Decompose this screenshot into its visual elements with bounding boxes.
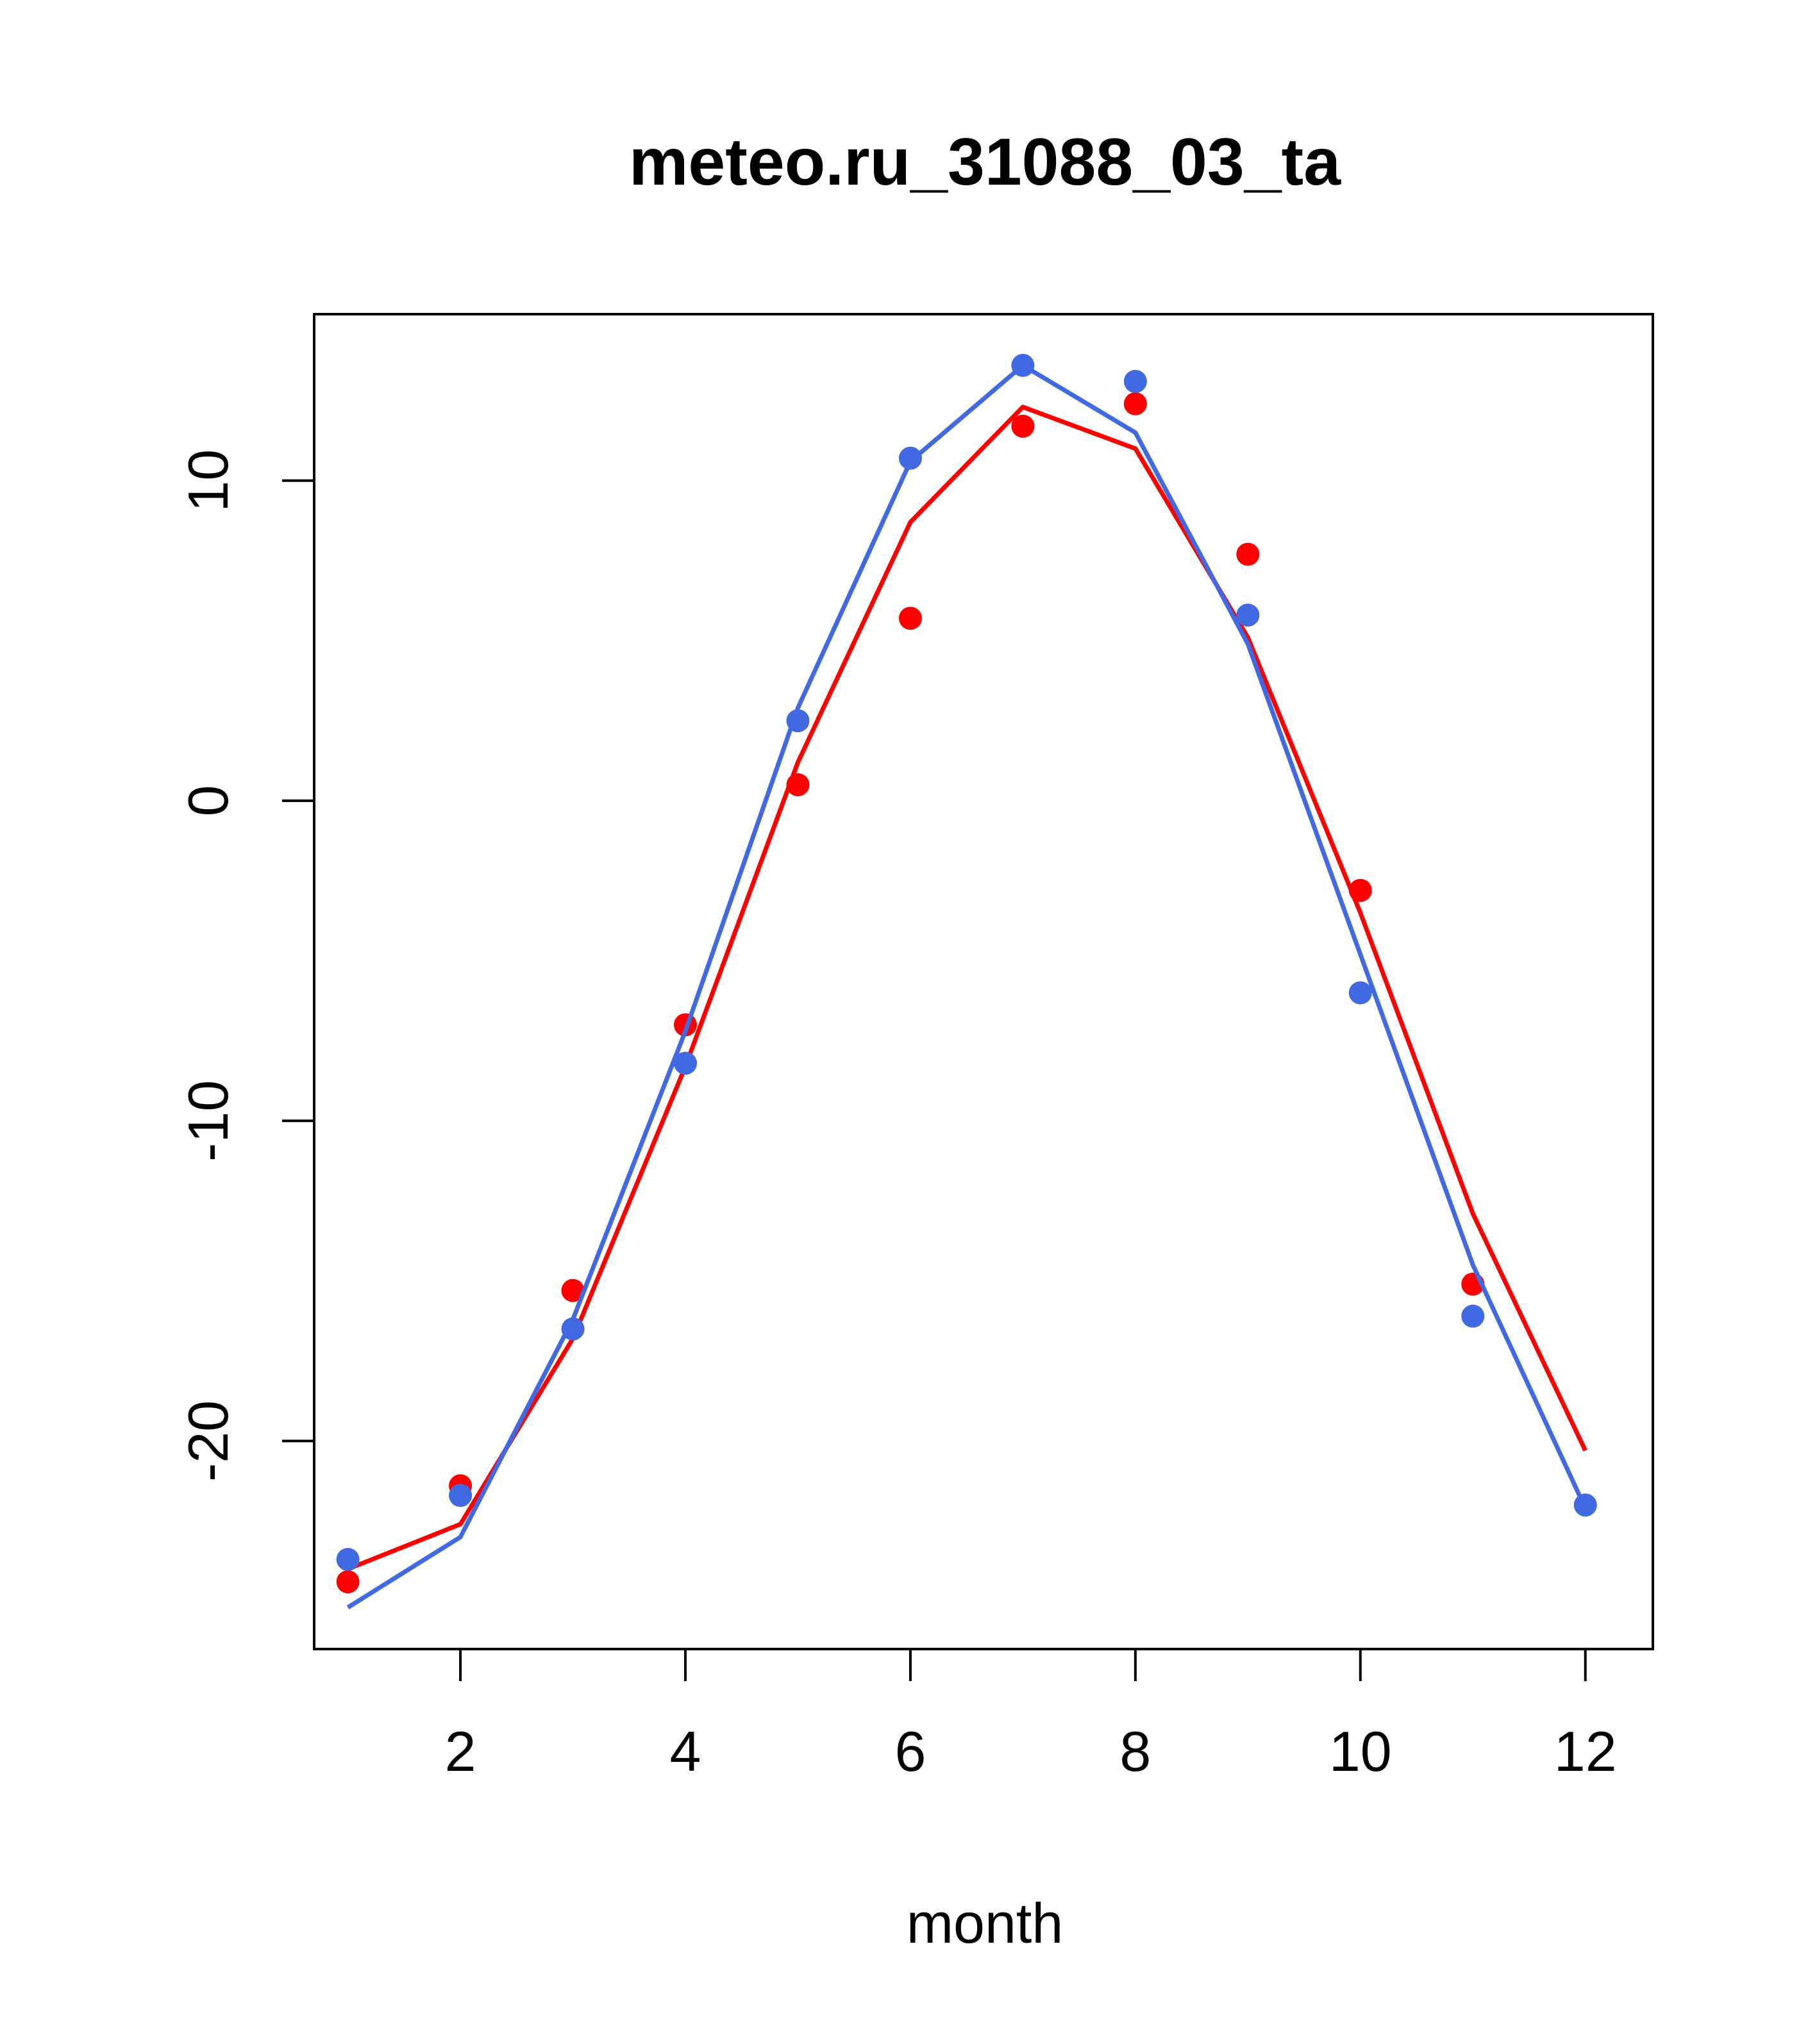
series-1-point	[561, 1278, 585, 1302]
series-1-point	[1123, 392, 1147, 415]
series-2-point	[561, 1317, 585, 1341]
y-tick-label: -20	[176, 1400, 240, 1482]
series-2-point	[1011, 353, 1035, 377]
series-1-point	[1236, 542, 1260, 566]
series-2-point	[1348, 981, 1372, 1005]
series-layer	[336, 353, 1597, 1610]
x-tick-label: 8	[1119, 1720, 1151, 1783]
y-axis: -20 -10 0 10	[176, 449, 315, 1482]
series-2-point	[674, 1051, 698, 1075]
x-tick-label: 12	[1554, 1720, 1617, 1783]
x-tick-label: 4	[670, 1720, 701, 1783]
x-axis-label: month	[907, 1891, 1064, 1955]
series-1-line	[347, 405, 1587, 1571]
x-tick-label: 10	[1329, 1720, 1392, 1783]
y-tick-label: 10	[176, 449, 240, 512]
series-1-point	[336, 1570, 360, 1594]
y-tick-label: 0	[176, 785, 240, 816]
series-2-point	[449, 1484, 473, 1507]
series-2-point	[786, 709, 810, 733]
series-1-point	[898, 607, 922, 630]
series-2-point	[1123, 369, 1147, 393]
series-1-point	[1348, 878, 1372, 902]
chart-title: meteo.ru_31088_03_ta	[629, 125, 1341, 199]
series-1-point	[786, 773, 810, 796]
x-axis: 2 4 6 8 10 12	[445, 1648, 1617, 1783]
series-2-point	[1461, 1304, 1485, 1328]
series-2-line	[346, 363, 1587, 1610]
series-2-point	[336, 1548, 360, 1571]
series-2-point	[1573, 1493, 1597, 1517]
y-tick-label: -10	[176, 1080, 240, 1162]
series-2-point	[898, 446, 922, 470]
series-1-point	[1011, 414, 1035, 438]
x-tick-label: 6	[894, 1720, 926, 1783]
series-2-point	[1236, 603, 1260, 627]
x-tick-label: 2	[445, 1720, 476, 1783]
